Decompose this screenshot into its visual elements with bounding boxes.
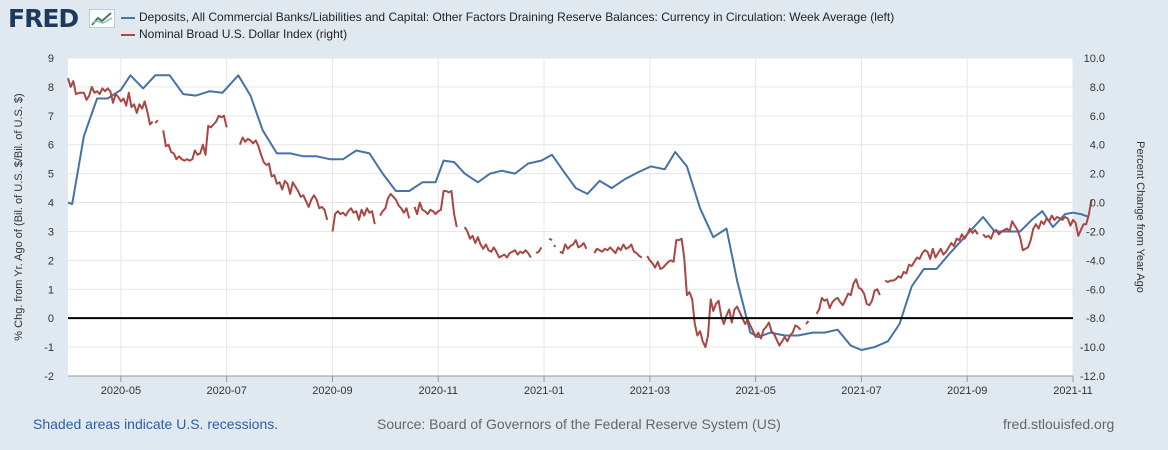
left-tick-label: 3 — [48, 226, 54, 238]
series-1-point — [553, 244, 556, 248]
left-tick-label: 7 — [48, 111, 54, 123]
x-tick-label: 2021-09 — [947, 385, 987, 397]
right-tick-label: 4.0 — [1090, 140, 1105, 152]
series-1-line — [162, 114, 228, 162]
left-tick-label: -2 — [44, 371, 54, 383]
left-tick-label: -1 — [44, 342, 54, 354]
series-1-line — [463, 226, 532, 259]
legend-item-dollar-index: Nominal Broad U.S. Dollar Index (right) — [121, 27, 347, 41]
recession-note[interactable]: Shaded areas indicate U.S. recessions. — [33, 416, 279, 432]
source-note: Source: Board of Governors of the Federa… — [377, 416, 781, 432]
right-tick-label: -10.0 — [1080, 342, 1105, 354]
right-tick-label: -8.0 — [1086, 313, 1105, 325]
series-1-line — [331, 207, 376, 232]
series-1-line — [982, 199, 1093, 252]
right-axis: 10.0 8.0 6.0 4.0 2.0 0.0 -2.0 -4.0 -6.0 -8.0 -10.0… — [1080, 53, 1105, 383]
series-1-line — [884, 227, 979, 283]
left-tick-label: 9 — [48, 53, 54, 65]
series-1-line — [67, 77, 154, 126]
series-1-line — [238, 136, 329, 221]
series-1-line — [646, 237, 802, 349]
fred-logo[interactable]: FRED — [8, 4, 79, 33]
left-tick-label: 1 — [48, 284, 54, 296]
left-tick-label: 0 — [48, 313, 54, 325]
x-tick-label: 2021-07 — [841, 385, 881, 397]
x-tick-label: 2020-11 — [418, 385, 458, 397]
plot-area — [68, 58, 1073, 376]
series-1-line — [154, 119, 159, 124]
x-tick-label: 2020-09 — [312, 385, 352, 397]
site-link[interactable]: fred.stlouisfed.org — [1003, 416, 1115, 432]
series-1-line — [413, 190, 458, 228]
right-tick-label: -12.0 — [1080, 371, 1105, 383]
left-axis-title: % Chg. from Yr. Ago of (Bil. of U.S. $/B… — [13, 93, 25, 340]
series-0-line — [67, 74, 1090, 351]
left-tick-label: 4 — [48, 198, 54, 210]
x-axis: 2020-05 2020-07 2020-09 2020-11 2021-01 2021-… — [68, 375, 1093, 397]
legend-item-currency: Deposits, All Commercial Banks/Liabiliti… — [121, 10, 894, 24]
right-tick-label: 8.0 — [1090, 82, 1105, 94]
series-1-line — [559, 239, 588, 255]
right-tick-label: 0.0 — [1090, 198, 1105, 210]
x-tick-label: 2021-11 — [1053, 385, 1093, 397]
right-tick-label: 10.0 — [1084, 53, 1105, 65]
series-1-line — [805, 320, 810, 325]
x-tick-label: 2020-05 — [101, 385, 141, 397]
right-tick-label: -6.0 — [1086, 284, 1105, 296]
series-1-line — [548, 237, 553, 241]
legend-swatch-dollar-index — [121, 33, 135, 36]
line-chart: 9 8 7 6 5 4 3 2 1 0 -1 -2 10.0 8.0 6.0 4.0 2.0 0.0 -2.0 -4… — [13, 53, 1146, 397]
right-tick-label: -2.0 — [1086, 226, 1105, 238]
legend-label-dollar-index: Nominal Broad U.S. Dollar Index (right) — [139, 27, 348, 41]
x-tick-label: 2021-03 — [630, 385, 670, 397]
series-lines — [67, 74, 1093, 351]
series-1-line — [593, 243, 643, 259]
right-axis-title: Percent Change from Year Ago — [1134, 141, 1146, 293]
x-tick-label: 2021-05 — [735, 385, 775, 397]
left-axis: 9 8 7 6 5 4 3 2 1 0 -1 -2 — [44, 53, 54, 383]
fred-graph-icon — [89, 9, 115, 28]
right-tick-label: 6.0 — [1090, 111, 1105, 123]
series-1-line — [815, 278, 881, 315]
left-tick-label: 6 — [48, 140, 54, 152]
legend-label-currency: Deposits, All Commercial Banks/Liabiliti… — [139, 10, 895, 24]
legend-swatch-currency — [121, 16, 135, 19]
right-tick-label: 2.0 — [1090, 169, 1105, 181]
x-tick-label: 2020-07 — [206, 385, 246, 397]
left-tick-label: 8 — [48, 82, 54, 94]
right-tick-label: -4.0 — [1086, 255, 1105, 267]
left-tick-label: 2 — [48, 255, 54, 267]
chart-header: FRED Deposits, All Commercial Banks/Liab… — [0, 0, 1168, 50]
series-1-line — [379, 192, 411, 219]
series-1-line — [535, 246, 543, 254]
left-tick-label: 5 — [48, 169, 54, 181]
x-tick-label: 2021-01 — [524, 385, 564, 397]
